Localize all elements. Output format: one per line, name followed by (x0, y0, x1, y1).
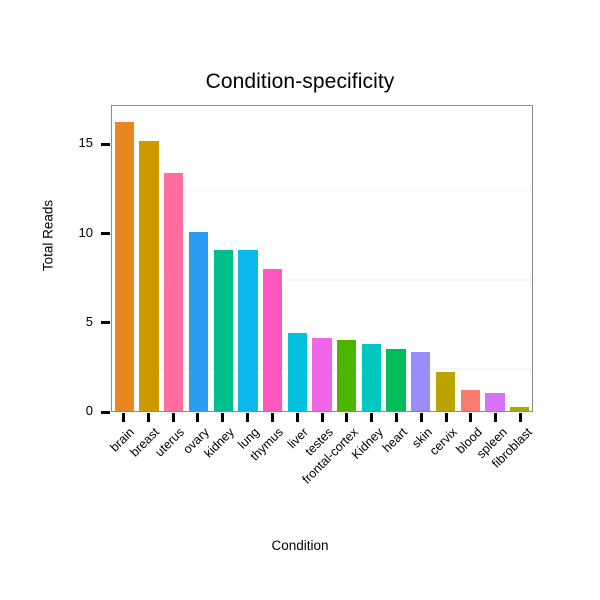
gridline (112, 189, 532, 192)
bar-cell (310, 106, 335, 411)
y-tick (101, 142, 110, 146)
bar-cell (334, 106, 359, 411)
x-tick (295, 413, 299, 422)
bar[interactable] (361, 343, 382, 411)
x-tick (469, 413, 473, 422)
bar[interactable] (188, 231, 209, 411)
bar[interactable] (238, 249, 258, 411)
bar-series (112, 106, 532, 411)
y-tick (101, 410, 110, 414)
x-tick (246, 413, 250, 422)
x-tick (121, 413, 125, 422)
bar-cell (211, 106, 236, 411)
bar-cell (137, 106, 162, 411)
chart-title: Condition-specificity (205, 70, 395, 93)
x-tick (444, 413, 448, 422)
bar[interactable] (114, 121, 134, 411)
x-tick (345, 413, 349, 422)
bar[interactable] (337, 340, 357, 411)
bar[interactable] (213, 249, 233, 411)
bar[interactable] (164, 173, 184, 411)
bar-cell (236, 106, 261, 411)
y-tick-label: 5 (85, 313, 93, 329)
bar-cell (285, 106, 310, 411)
x-tick (519, 413, 523, 422)
bar-cell (161, 106, 186, 411)
x-tick (146, 413, 150, 422)
bar[interactable] (460, 389, 480, 411)
bar-cell (507, 106, 532, 411)
bar[interactable] (411, 352, 431, 411)
x-tick (270, 413, 274, 422)
bar-cell (359, 106, 384, 411)
bar[interactable] (386, 348, 406, 411)
bar-cell (260, 106, 285, 411)
y-tick-label: 10 (78, 224, 93, 240)
bar-cell (408, 106, 433, 411)
bar[interactable] (139, 141, 159, 411)
bar[interactable] (509, 407, 530, 411)
bar-cell (458, 106, 483, 411)
x-tick (171, 413, 175, 422)
plot-panel (111, 105, 533, 412)
bar-cell (384, 106, 409, 411)
bar-cell (186, 106, 211, 411)
x-tick (370, 413, 374, 422)
bar[interactable] (287, 332, 307, 411)
y-tick (101, 232, 110, 235)
x-tick (320, 413, 324, 422)
x-tick (494, 413, 498, 422)
y-tick (101, 321, 110, 325)
x-tick (196, 413, 200, 422)
gridline (112, 279, 532, 281)
bar[interactable] (435, 372, 456, 411)
bar-cell (483, 106, 508, 411)
x-tick (221, 413, 225, 422)
x-axis-title: Condition (271, 538, 329, 553)
y-tick-label: 0 (85, 403, 93, 418)
bar[interactable] (312, 338, 332, 411)
bar-cell (433, 106, 458, 411)
bar[interactable] (485, 393, 505, 411)
y-tick-label: 15 (78, 135, 93, 151)
bar[interactable] (262, 269, 283, 411)
bar-cell (112, 106, 137, 411)
x-tick (419, 413, 423, 422)
x-tick (394, 413, 398, 422)
